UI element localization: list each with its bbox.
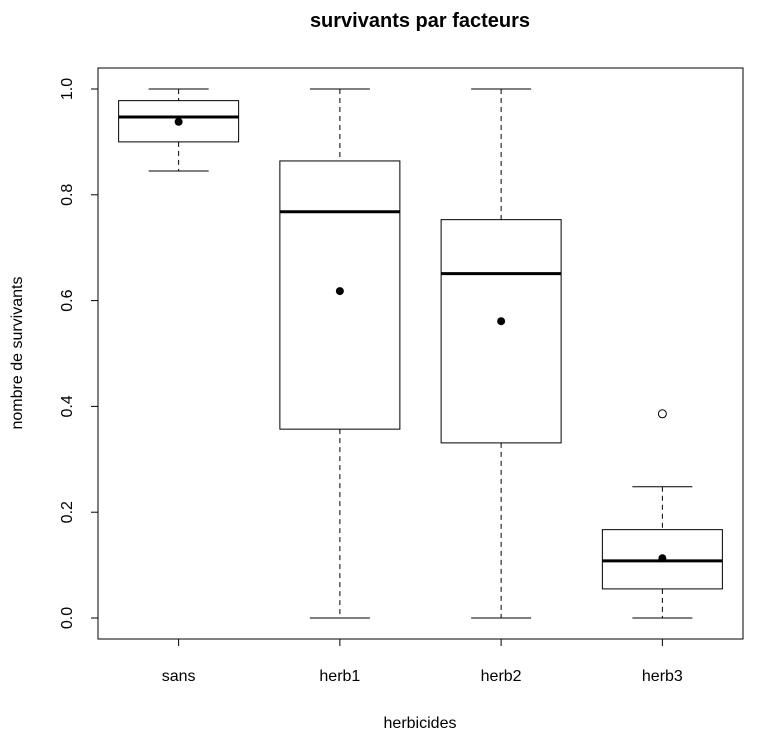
y-tick-label: 0.2	[59, 501, 76, 523]
mean-point	[658, 554, 667, 563]
box-herb3	[601, 409, 723, 619]
chart-title: survivants par facteurs	[310, 10, 530, 32]
x-tick-label: sans	[162, 668, 196, 685]
box-sans	[118, 88, 240, 172]
y-tick-label: 1.0	[59, 78, 76, 100]
x-tick-label: herb1	[319, 668, 360, 685]
y-tick-label: 0.6	[59, 289, 76, 311]
y-axis: 0.0 0.2 0.4 0.6 0.8 1.0	[59, 78, 98, 629]
iqr-box	[440, 219, 562, 444]
y-tick-label: 0.0	[59, 607, 76, 629]
y-tick-label: 0.8	[59, 184, 76, 206]
plot-frame	[97, 67, 744, 640]
y-axis-label: nombre de survivants	[9, 277, 26, 430]
x-axis: sans herb1 herb2 herb3	[162, 639, 683, 685]
y-tick-label: 0.4	[59, 395, 76, 417]
outlier-point	[657, 409, 667, 419]
x-tick-label: herb3	[642, 668, 683, 685]
mean-point	[497, 317, 506, 326]
boxes-group	[118, 88, 723, 619]
x-tick-label: herb2	[481, 668, 522, 685]
x-axis-label: herbicides	[384, 715, 457, 732]
mean-point	[335, 287, 344, 296]
box-herb2	[440, 88, 562, 619]
box-herb1	[279, 88, 401, 619]
mean-point	[174, 117, 183, 126]
